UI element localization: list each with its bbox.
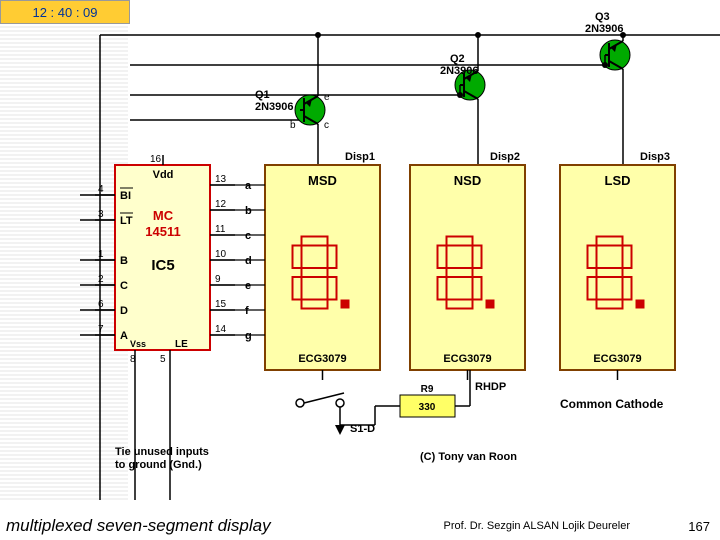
svg-text:c: c <box>245 230 251 242</box>
svg-text:15: 15 <box>215 299 227 310</box>
copyright: (C) Tony van Roon <box>420 451 517 463</box>
svg-text:5: 5 <box>160 354 166 365</box>
svg-text:NSD: NSD <box>454 173 481 188</box>
slide-footer: multiplexed seven-segment display Prof. … <box>0 512 720 540</box>
svg-text:Disp3: Disp3 <box>640 151 670 163</box>
svg-text:ECG3079: ECG3079 <box>298 353 346 365</box>
svg-text:11: 11 <box>215 224 226 235</box>
rhdp-label: RHDP <box>475 381 506 393</box>
svg-text:b: b <box>290 120 296 131</box>
svg-text:IC5: IC5 <box>151 257 174 274</box>
svg-text:g: g <box>245 330 252 342</box>
svg-text:c: c <box>324 120 329 131</box>
svg-text:16: 16 <box>150 154 162 165</box>
svg-text:R9: R9 <box>421 384 434 395</box>
svg-text:14: 14 <box>215 324 227 335</box>
page-number: 167 <box>688 519 710 534</box>
caption: multiplexed seven-segment display <box>6 516 271 536</box>
svg-text:b: b <box>245 205 252 217</box>
tie-note: Tie unused inputs <box>115 446 209 458</box>
svg-text:Vdd: Vdd <box>153 169 174 181</box>
svg-text:e: e <box>324 92 330 103</box>
svg-text:Vss: Vss <box>130 339 146 349</box>
svg-text:ECG3079: ECG3079 <box>593 353 641 365</box>
svg-text:a: a <box>245 180 252 192</box>
svg-text:MSD: MSD <box>308 173 337 188</box>
svg-text:B: B <box>120 255 128 267</box>
svg-text:Disp1: Disp1 <box>345 151 375 163</box>
svg-text:330: 330 <box>419 402 436 413</box>
svg-text:2N3906: 2N3906 <box>440 65 479 77</box>
svg-text:C: C <box>120 280 128 292</box>
svg-text:to ground (Gnd.): to ground (Gnd.) <box>115 459 202 471</box>
svg-text:BI: BI <box>120 190 131 202</box>
svg-text:Q1: Q1 <box>255 89 270 101</box>
common-cathode-label: Common Cathode <box>560 397 664 411</box>
svg-text:12: 12 <box>215 199 227 210</box>
svg-text:S1-D: S1-D <box>350 423 375 435</box>
svg-text:2N3906: 2N3906 <box>585 23 624 35</box>
svg-text:2: 2 <box>98 274 104 285</box>
svg-text:MC: MC <box>153 208 174 223</box>
svg-text:Q3: Q3 <box>595 11 610 23</box>
svg-text:9: 9 <box>215 274 221 285</box>
svg-text:f: f <box>245 305 249 317</box>
svg-text:3: 3 <box>98 209 104 220</box>
svg-text:2N3906: 2N3906 <box>255 101 294 113</box>
svg-text:10: 10 <box>215 249 227 260</box>
svg-text:LT: LT <box>120 215 133 227</box>
svg-text:LSD: LSD <box>605 173 631 188</box>
svg-text:6: 6 <box>98 299 104 310</box>
svg-text:A: A <box>120 330 128 342</box>
svg-text:Q2: Q2 <box>450 53 465 65</box>
circuit-diagram: Q1 2N3906 e c b Q2 2N3906 Q3 2N3906 <box>0 0 720 500</box>
svg-text:D: D <box>120 305 128 317</box>
svg-text:e: e <box>245 280 251 292</box>
svg-text:14511: 14511 <box>145 224 180 239</box>
svg-text:8: 8 <box>130 354 136 365</box>
svg-text:7: 7 <box>98 324 104 335</box>
svg-text:13: 13 <box>215 174 227 185</box>
credit: Prof. Dr. Sezgin ALSAN Lojik Deureler <box>444 520 630 532</box>
svg-text:Disp2: Disp2 <box>490 151 520 163</box>
svg-text:LE: LE <box>175 339 188 350</box>
svg-text:1: 1 <box>98 249 104 260</box>
svg-text:4: 4 <box>98 184 104 195</box>
svg-text:d: d <box>245 255 252 267</box>
svg-text:ECG3079: ECG3079 <box>443 353 491 365</box>
